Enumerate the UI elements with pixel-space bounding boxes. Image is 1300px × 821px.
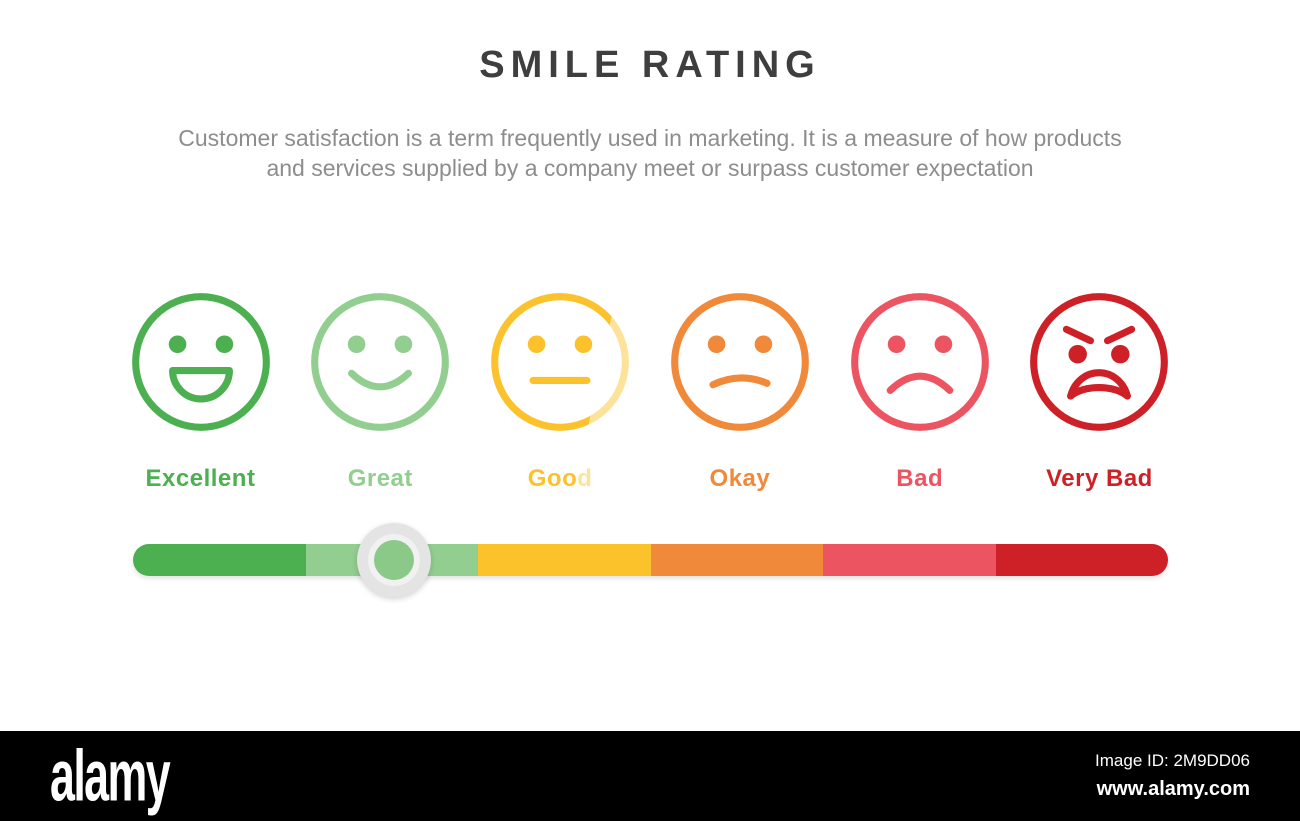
page-description: Customer satisfaction is a term frequent…	[0, 123, 1300, 183]
watermark-bar: alamy Image ID: 2M9DD06 www.alamy.com	[0, 731, 1300, 821]
rating-label-very-bad: Very Bad	[1046, 465, 1153, 492]
rating-slider	[133, 523, 1168, 597]
rating-label-great: Great	[347, 465, 413, 492]
rating-options: Excellent Great Good	[0, 291, 1300, 493]
description-line-1: Customer satisfaction is a term frequent…	[178, 125, 1122, 151]
smile-face-icon	[311, 293, 450, 431]
angry-face-icon	[1030, 293, 1169, 431]
slider-track[interactable]	[133, 544, 1168, 576]
slider-segment-good[interactable]	[478, 544, 651, 576]
rating-label-bad: Bad	[896, 465, 944, 492]
rating-label-good: Good	[527, 465, 593, 492]
rating-option-very-bad[interactable]: Very Bad	[1028, 291, 1170, 493]
rating-label-okay: Okay	[709, 465, 771, 492]
rating-option-excellent[interactable]: Excellent	[130, 291, 272, 493]
neutral-face-icon	[491, 293, 629, 431]
slider-segment-excellent[interactable]	[133, 544, 306, 576]
slight-frown-face-icon	[671, 293, 809, 431]
big-smile-face-icon	[131, 293, 270, 431]
slider-segment-very-bad[interactable]	[995, 544, 1168, 576]
website-text: www.alamy.com	[1096, 778, 1250, 800]
slider-knob[interactable]	[356, 523, 431, 597]
rating-option-great[interactable]: Great	[309, 291, 451, 493]
watermark-meta: Image ID: 2M9DD06 www.alamy.com	[1095, 751, 1250, 801]
alamy-logo: alamy	[50, 734, 171, 817]
rating-option-good[interactable]: Good	[489, 291, 631, 493]
frown-face-icon	[850, 293, 989, 431]
rating-option-bad[interactable]: Bad	[849, 291, 991, 493]
rating-label-excellent: Excellent	[145, 465, 256, 492]
slider-segment-okay[interactable]	[650, 544, 823, 576]
page-title: SMILE RATING	[479, 44, 821, 86]
slider-knob-ring	[356, 523, 431, 597]
slider-segment-bad[interactable]	[823, 544, 996, 576]
rating-option-okay[interactable]: Okay	[669, 291, 811, 493]
description-line-2: and services supplied by a company meet …	[266, 155, 1034, 181]
image-id-text: Image ID: 2M9DD06	[1095, 751, 1250, 770]
slider-knob-fill	[373, 540, 414, 580]
